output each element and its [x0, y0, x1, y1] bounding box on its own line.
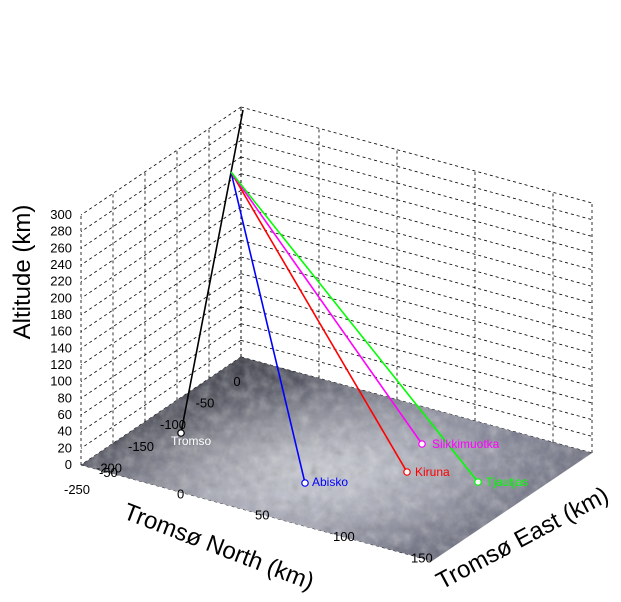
x-tick-label: -150: [128, 439, 154, 454]
grid-line: [240, 223, 593, 321]
z-tick-label: 200: [50, 290, 72, 305]
site-marker: [418, 440, 426, 448]
grid-line: [240, 306, 593, 404]
grid-line: [240, 139, 593, 237]
z-tick-label: 160: [50, 324, 72, 339]
x-ticks: 0 -50 -100 -150 -200 -250: [64, 374, 241, 497]
x-tick-label: -200: [96, 460, 122, 475]
grid-line: [80, 290, 242, 399]
site-label: Tromso: [171, 434, 212, 448]
site-label: Abisko: [312, 475, 348, 489]
site-label: Kiruna: [415, 465, 450, 479]
y-tick-label: 100: [333, 529, 355, 544]
z-tick-label: 60: [58, 407, 72, 422]
grid-line: [240, 123, 593, 221]
z-tick-label: 240: [50, 257, 72, 272]
grid-line: [80, 140, 242, 249]
grid-line: [240, 206, 593, 304]
z-tick-label: 140: [50, 340, 72, 355]
x-tick-label: -100: [160, 417, 186, 432]
z-tick-label: 180: [50, 307, 72, 322]
grid-line: [240, 339, 593, 437]
x-tick-label: 0: [233, 374, 240, 389]
grid-line: [240, 256, 593, 354]
site-marker: [474, 478, 482, 486]
z-tick-label: 20: [58, 440, 72, 455]
y-tick-label: 0: [177, 486, 184, 501]
grid-line: [80, 306, 242, 416]
y-tick-label: 150: [411, 550, 433, 565]
z-tick-label: 40: [58, 424, 72, 439]
grid-line: [80, 240, 242, 349]
grid-line: [240, 239, 593, 337]
z-tick-label: 260: [50, 240, 72, 255]
grid-line: [80, 106, 242, 216]
z-axis-label: Altitude (km): [9, 205, 36, 340]
y-tick-label: -50: [99, 465, 118, 480]
terrain-surface: [81, 357, 592, 561]
z-tick-label: 80: [58, 390, 72, 405]
y-ticks: -50 0 50 100 150: [99, 465, 433, 565]
site-label: Tjautjas: [486, 475, 528, 489]
y-tick-label: 50: [255, 508, 269, 523]
z-tick-label: 300: [50, 207, 72, 222]
grid-line: [80, 256, 242, 366]
ray-silkkimuotka: [230, 171, 423, 445]
ray-tjautjas: [230, 171, 479, 483]
grid-line: [240, 156, 593, 254]
grid-line: [80, 206, 242, 316]
grid-line: [80, 156, 242, 266]
grid-line: [240, 106, 593, 204]
grid-line: [80, 123, 242, 232]
ray-tromso: [180, 109, 244, 434]
site-marker: [403, 468, 411, 476]
x-tick-label: -250: [64, 482, 90, 497]
z-tick-label: 220: [50, 274, 72, 289]
sites: Tromso Abisko Kiruna Silkkimuotka Tjautjas: [171, 429, 528, 489]
grid-line: [240, 189, 593, 287]
grid-line: [80, 340, 242, 449]
z-tick-label: 100: [50, 374, 72, 389]
ray-abisko: [230, 171, 306, 484]
grid-line: [240, 323, 593, 421]
ray-kiruna: [230, 171, 408, 473]
z-tick-label: 120: [50, 357, 72, 372]
grid-line: [80, 223, 242, 332]
site-marker: [177, 429, 185, 437]
grid-line: [80, 273, 242, 382]
grid-line: [240, 173, 593, 271]
grid-line: [80, 323, 242, 432]
grid-back-walls: [80, 106, 593, 466]
rays: [180, 109, 479, 484]
grid-line: [80, 173, 242, 282]
z-tick-label: 280: [50, 224, 72, 239]
site-label: Silkkimuotka: [432, 437, 500, 451]
z-tick-label: 0: [65, 457, 72, 472]
grid-line: [240, 289, 593, 387]
x-tick-label: -50: [196, 396, 215, 411]
site-marker: [301, 479, 309, 487]
grid-line: [80, 190, 242, 299]
